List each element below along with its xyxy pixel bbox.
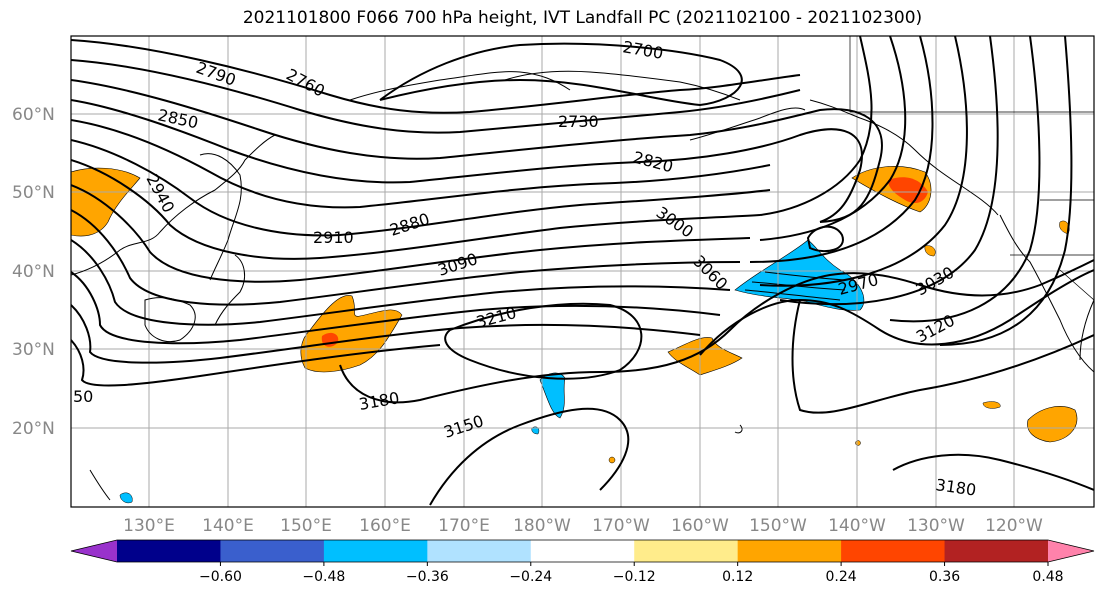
colorbar-tick-label: 0.24 — [826, 569, 857, 585]
lon-label: 140°W — [828, 516, 886, 536]
colorbar-tick-label: −0.60 — [199, 569, 242, 585]
colorbar-tick-label: 0.48 — [1032, 569, 1063, 585]
colorbar-tick-label: −0.48 — [302, 569, 345, 585]
colorbar-segment — [427, 540, 532, 562]
colorbar-outline — [70, 539, 1095, 563]
lon-label: 160°E — [359, 516, 411, 536]
colorbar-tick-label: 0.36 — [929, 569, 960, 585]
colorbar-segment — [634, 540, 739, 562]
lon-label: 150°E — [280, 516, 332, 536]
longitude-labels: 130°E 140°E 150°E 160°E 170°E 180°W 170°… — [123, 516, 1043, 536]
lat-label-40n: 40°N — [12, 262, 55, 282]
colorbar-segment — [841, 540, 946, 562]
colorbar: −0.60 −0.48 −0.36 −0.24 −0.12 0.12 0.24 0.36 0.4… — [70, 539, 1095, 585]
lon-label: 130°W — [907, 516, 965, 536]
graticule — [71, 36, 1094, 507]
lat-label-60n: 60°N — [12, 105, 55, 125]
latitude-labels: 60°N 50°N 40°N 30°N 20°N — [12, 105, 55, 439]
colorbar-segment — [530, 540, 635, 562]
colorbar-segment — [117, 540, 221, 562]
lon-label: 170°E — [438, 516, 490, 536]
colorbar-extend-high — [1048, 540, 1094, 562]
coastlines — [71, 70, 1094, 501]
lon-label: 170°W — [592, 516, 650, 536]
map-frame — [70, 35, 1095, 508]
colorbar-segment — [737, 540, 842, 562]
contour-label: 2730 — [558, 112, 599, 131]
colorbar-segment — [944, 540, 1049, 562]
lon-label: 120°W — [985, 516, 1043, 536]
colorbar-extend-low — [71, 540, 117, 562]
contour-label: 2910 — [313, 228, 354, 247]
lon-label: 130°E — [123, 516, 175, 536]
colorbar-segment — [220, 540, 325, 562]
map-title: 2021101800 F066 700 hPa height, IVT Land… — [242, 8, 923, 28]
colorbar-segment — [323, 540, 428, 562]
contour-label: 50 — [73, 387, 93, 406]
lon-label: 160°W — [671, 516, 729, 536]
lat-label-30n: 30°N — [12, 340, 55, 360]
lon-label: 150°W — [749, 516, 807, 536]
lat-label-20n: 20°N — [12, 419, 55, 439]
colorbar-tick-label: 0.12 — [722, 569, 753, 585]
lat-label-50n: 50°N — [12, 183, 55, 203]
colorbar-tick-label: −0.36 — [406, 569, 449, 585]
colorbar-tick-label: −0.12 — [613, 569, 656, 585]
height-contours — [71, 36, 1094, 506]
lon-label: 180°W — [513, 516, 571, 536]
colorbar-tick-label: −0.24 — [509, 569, 552, 585]
political-borders — [849, 36, 1094, 301]
lon-label: 140°E — [202, 516, 254, 536]
ivt-negative-regions — [119, 239, 865, 504]
